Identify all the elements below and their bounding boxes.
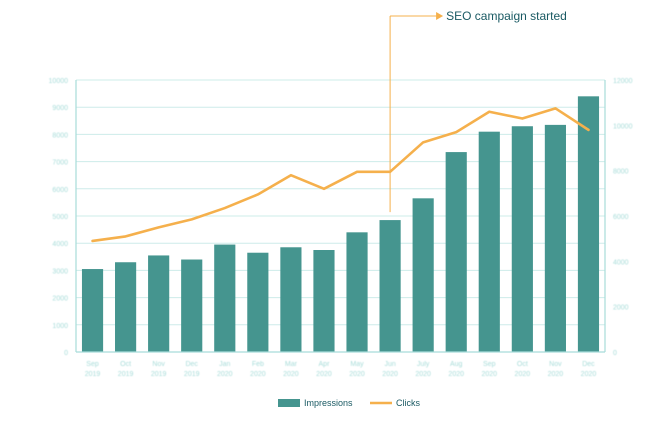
x-tick-label-year: 2020 [283,371,299,378]
x-tick-label-month: Jan [219,361,230,368]
y-left-tick-label: 5000 [52,214,68,221]
impressions-bar [181,259,203,352]
x-tick-label-year: 2020 [481,371,497,378]
impressions-bar [577,96,600,352]
x-tick-label-month: Nov [152,361,165,368]
impressions-bar [412,198,434,352]
x-tick-label-month: Sep [483,361,496,368]
clicks-line-group [91,107,590,243]
impressions-bar [148,255,170,352]
legend-clicks-label: Clicks [396,398,420,408]
x-tick-label-month: Dec [582,361,595,368]
annotation-label: SEO campaign started [446,9,567,23]
y-left-tick-label: 10000 [49,78,69,85]
impressions-bar [478,131,500,352]
impressions-bar [280,247,302,352]
impressions-bars [81,96,600,353]
impressions-bar [445,152,467,352]
x-tick-label-month: Mar [285,361,298,368]
x-tick-label-month: Oct [517,361,528,368]
x-tick-label-year: 2020 [415,371,431,378]
x-tick-label-month: Sep [86,361,99,368]
x-tick-label-month: Jun [384,361,395,368]
impressions-bar [346,232,368,352]
y-right-tick-label: 8000 [613,169,629,176]
impressions-bar [511,126,533,353]
legend-impressions-swatch [278,399,300,407]
x-tick-label-year: 2020 [448,371,464,378]
impressions-bar [247,252,269,352]
x-tick-label-year: 2020 [515,371,531,378]
y-right-tick-label: 12000 [613,78,633,85]
y-right-tick-label: 4000 [613,259,629,266]
x-tick-label-year: 2019 [184,371,200,378]
x-tick-label-month: Aug [450,361,463,368]
x-tick-label-year: 2020 [316,371,332,378]
x-tick-label-year: 2020 [548,371,564,378]
legend-impressions-label: Impressions [304,398,353,408]
y-left-tick-label: 0 [64,350,68,357]
impressions-bar [214,244,236,352]
x-tick-label-month: Dec [185,361,198,368]
y-right-tick-label: 10000 [613,123,633,130]
y-left-tick-label: 6000 [52,187,68,194]
annotation-arrowhead [436,12,444,20]
legend: Impressions Clicks [278,398,420,408]
x-tick-label-month: Nov [549,361,562,368]
impressions-bar [544,124,566,352]
x-tick-label-year: 2020 [217,371,233,378]
x-tick-label-month: Apr [319,361,331,368]
x-tick-label-year: 2020 [382,371,398,378]
clicks-line [91,107,590,243]
y-right-tick-label: 2000 [613,305,629,312]
x-tick-label-year: 2020 [349,371,365,378]
x-tick-label-month: May [350,361,364,368]
x-tick-label-month: Feb [252,361,264,368]
x-tick-label-year: 2019 [118,371,134,378]
y-left-tick-label: 3000 [52,268,68,275]
y-right-tick-label: 6000 [613,214,629,221]
y-right-tick-label: 0 [613,350,617,357]
y-left-tick-label: 8000 [52,132,68,139]
x-tick-label-month: Oct [120,361,131,368]
axes: 0 1000 2000 3000 4000 5000 6000 7000 8000 9000 100… [49,78,633,378]
x-tick-label-year: 2020 [581,371,597,378]
x-tick-label-month: July [417,361,430,368]
y-left-tick-label: 7000 [52,160,68,167]
x-tick-label-year: 2019 [85,371,101,378]
y-left-tick-label: 4000 [52,241,68,248]
x-tick-label-year: 2019 [151,371,167,378]
annotation: SEO campaign started [389,9,567,213]
impressions-bar [115,262,137,352]
y-left-tick-label: 2000 [52,296,68,303]
y-left-tick-label: 9000 [52,105,68,112]
x-tick-label-year: 2020 [250,371,266,378]
impressions-bar [379,220,401,352]
y-left-tick-label: 1000 [52,323,68,330]
impressions-bar [81,269,104,352]
impressions-bar [313,250,335,352]
